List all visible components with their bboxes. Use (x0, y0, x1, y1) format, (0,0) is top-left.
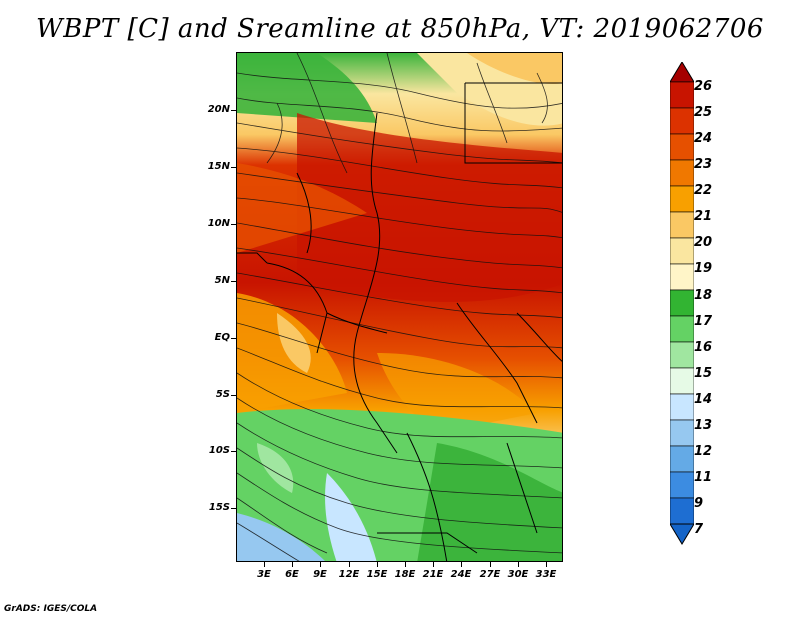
lat-label-5n: 5N (214, 275, 230, 286)
lon-tick (292, 562, 293, 567)
colorbar-segment (670, 159, 694, 187)
lon-label-30e: 30E (507, 569, 529, 580)
colorbar-segment (670, 341, 694, 369)
colorbar-label-7: 7 (694, 522, 704, 537)
lon-label-3e: 3E (257, 569, 271, 580)
colorbar-segment (670, 315, 694, 343)
lon-label-24e: 24E (450, 569, 472, 580)
colorbar-segment (670, 237, 694, 265)
lat-label-15s: 15S (208, 502, 230, 513)
colorbar-label-13: 13 (694, 418, 713, 433)
colorbar-label-12: 12 (694, 444, 713, 459)
lon-label-9e: 9E (313, 569, 327, 580)
colorbar-segment (670, 445, 694, 473)
lon-tick (377, 562, 378, 567)
footer-credit: GrADS: IGES/COLA (4, 604, 98, 614)
colorbar-segment (670, 185, 694, 213)
colorbar-segment (670, 211, 694, 239)
lon-tick (349, 562, 350, 567)
lat-label-10n: 10N (207, 218, 230, 229)
colorbar-bottom-arrow (670, 523, 694, 545)
lon-label-15e: 15E (366, 569, 388, 580)
colorbar-segment (670, 133, 694, 161)
colorbar-label-24: 24 (694, 131, 713, 146)
lon-tick (320, 562, 321, 567)
colorbar-label-22: 22 (694, 183, 713, 198)
colorbar-label-15: 15 (694, 366, 713, 381)
lat-label-eq: EQ (214, 332, 230, 343)
lon-tick (405, 562, 406, 567)
map-title: WBPT [C] and Sreamline at 850hPa, VT: 20… (36, 14, 764, 44)
colorbar-segment (670, 289, 694, 317)
lat-label-10s: 10S (208, 445, 230, 456)
lat-tick (231, 338, 236, 339)
lon-tick (433, 562, 434, 567)
lat-tick (231, 110, 236, 111)
lat-label-5s: 5S (215, 389, 230, 400)
lat-label-15n: 15N (207, 161, 230, 172)
lat-tick (231, 395, 236, 396)
colorbar-segment (670, 419, 694, 447)
map-canvas (237, 53, 562, 561)
colorbar-label-14: 14 (694, 392, 713, 407)
colorbar-label-16: 16 (694, 340, 713, 355)
lon-tick (461, 562, 462, 567)
lat-tick (231, 224, 236, 225)
colorbar-label-23: 23 (694, 157, 713, 172)
colorbar-segment (670, 107, 694, 135)
colorbar-label-18: 18 (694, 288, 713, 303)
colorbar-segment (670, 367, 694, 395)
lon-label-6e: 6E (285, 569, 299, 580)
colorbar-label-11: 11 (694, 470, 713, 485)
colorbar-segment (670, 471, 694, 499)
colorbar-segment (670, 393, 694, 421)
colorbar-label-17: 17 (694, 314, 713, 329)
lon-label-33e: 33E (535, 569, 557, 580)
lat-label-20n: 20N (207, 104, 230, 115)
colorbar-label-9: 9 (694, 496, 704, 511)
colorbar-label-21: 21 (694, 209, 713, 224)
lon-tick (518, 562, 519, 567)
lat-tick (231, 167, 236, 168)
colorbar-label-26: 26 (694, 79, 713, 94)
colorbar-label-25: 25 (694, 105, 713, 120)
lon-tick (546, 562, 547, 567)
colorbar-segment (670, 497, 694, 525)
colorbar-segment (670, 263, 694, 291)
colorbar (670, 62, 694, 545)
lon-label-12e: 12E (338, 569, 360, 580)
lon-tick (490, 562, 491, 567)
lat-tick (231, 451, 236, 452)
streamlines (237, 53, 562, 561)
map-panel (236, 52, 563, 562)
colorbar-top-arrow (670, 62, 694, 83)
colorbar-label-19: 19 (694, 261, 713, 276)
colorbar-label-20: 20 (694, 235, 713, 250)
lon-label-18e: 18E (394, 569, 416, 580)
lon-label-27e: 27E (479, 569, 501, 580)
lon-tick (264, 562, 265, 567)
country-borders (237, 82, 562, 561)
lon-label-21e: 21E (422, 569, 444, 580)
lat-tick (231, 281, 236, 282)
lat-tick (231, 508, 236, 509)
colorbar-segment (670, 81, 694, 109)
